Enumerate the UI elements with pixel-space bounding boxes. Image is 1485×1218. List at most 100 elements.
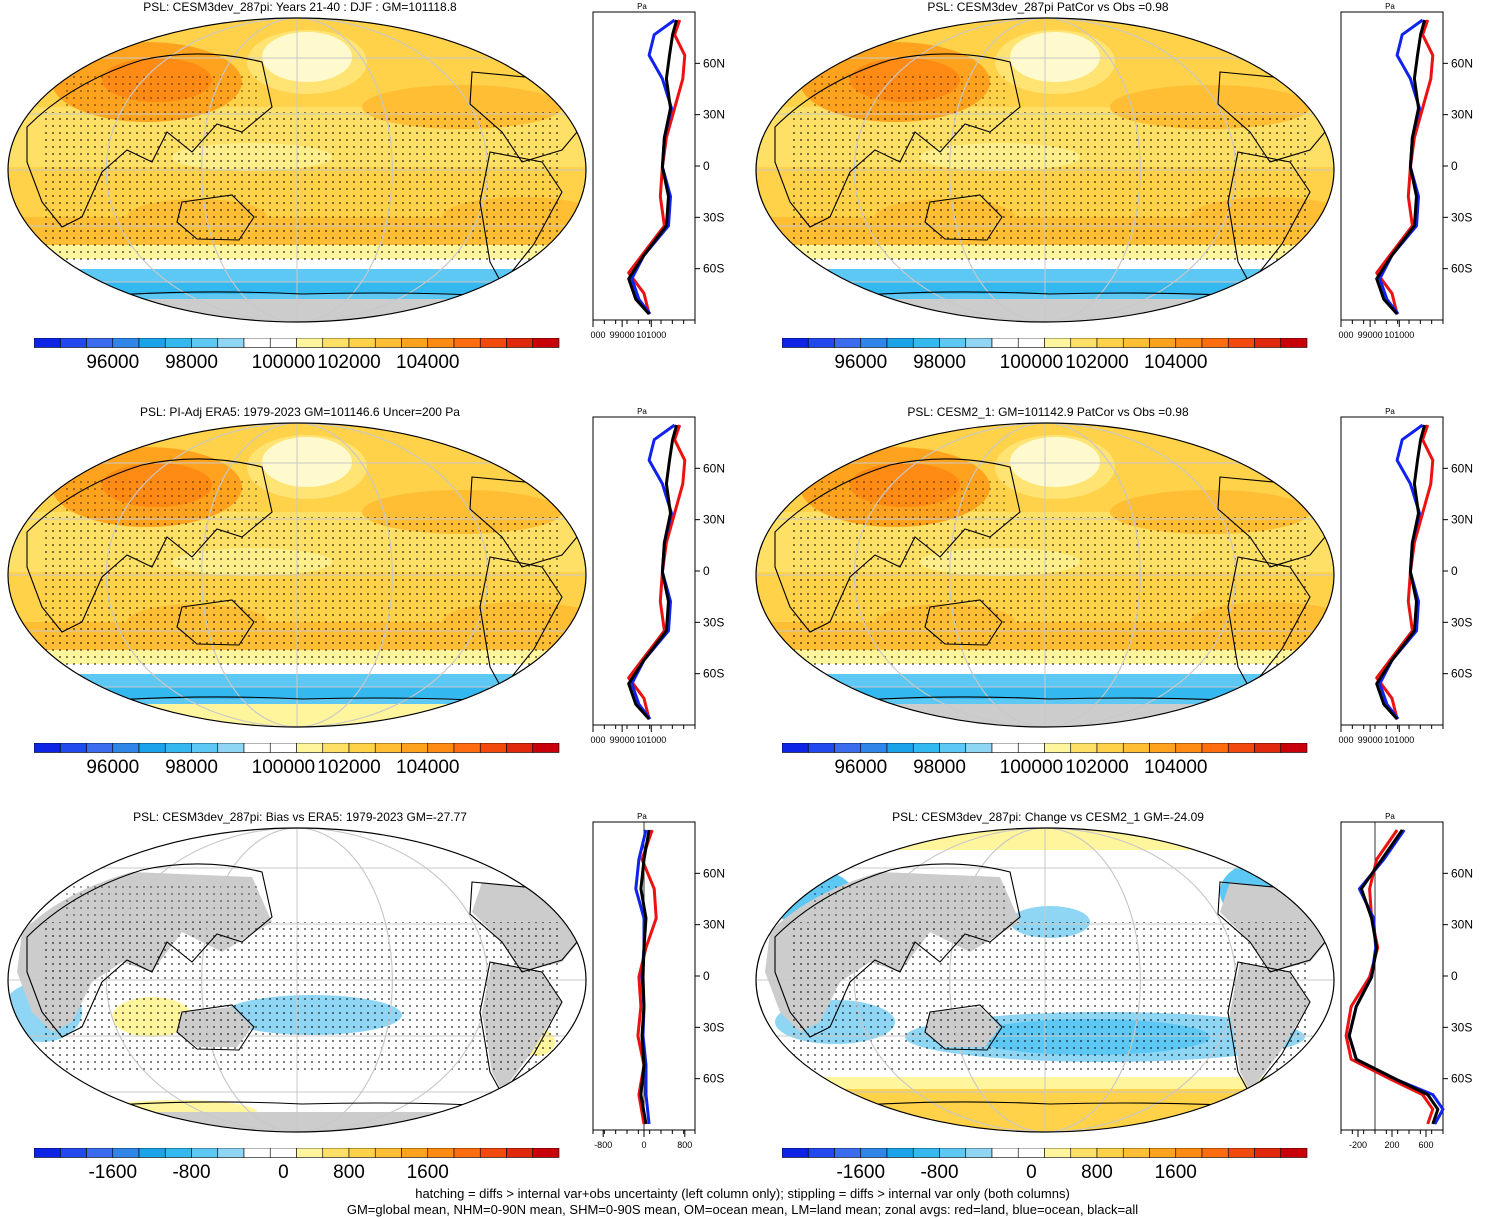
colorbar-swatch [1017,338,1045,348]
colorbar-tick-label: 96000 [86,352,140,373]
zonal-x-tick: 101000 [1384,330,1414,340]
colorbar-tick-label: -1600 [88,1162,138,1183]
colorbar-swatch [164,1148,192,1158]
colorbar [782,338,1308,348]
zonal-x-tick: 800 [677,1140,692,1150]
colorbar-swatch [217,743,245,753]
zonal-lat-tick: 60N [1451,56,1473,70]
zonal-x-tick: 99000 [610,330,635,340]
colorbar-swatch [59,1148,87,1158]
colorbar-swatch [532,743,560,753]
colorbar-swatch [1044,1148,1072,1158]
map-field [756,423,1334,727]
colorbar [34,338,560,348]
zonal-x-tick: 99000 [1358,735,1383,745]
zonal-lat-tick: 60S [703,1072,724,1086]
zonal-lat-tick: 60N [1451,461,1473,475]
map-plot [755,827,1335,1133]
colorbar-swatch [912,1148,940,1158]
zonal-x-tick: 0 [641,1140,646,1150]
colorbar-swatch [86,338,114,348]
colorbar-swatch [479,1148,507,1158]
zonal-lat-tick: 0 [1451,159,1458,173]
colorbar-labels: 96000 98000 100000 102000 104000 [782,757,1308,781]
colorbar-swatch [1044,743,1072,753]
colorbar-swatch [296,338,324,348]
panel-title: PSL: CESM3dev_287pi: Change vs CESM2_1 G… [892,810,1204,824]
colorbar-swatch [138,338,166,348]
colorbar-swatch [191,743,219,753]
colorbar-labels: 96000 98000 100000 102000 104000 [782,352,1308,376]
colorbar-swatch [991,1148,1019,1158]
colorbar-tick-label: 96000 [86,757,140,778]
colorbar [34,743,560,753]
colorbar-swatch [886,338,914,348]
colorbar-swatch [191,1148,219,1158]
colorbar-swatch [965,743,993,753]
map-field [8,423,586,727]
colorbar-swatch [374,1148,402,1158]
zonal-lat-tick: 0 [703,564,710,578]
colorbar-tick-label: 96000 [834,757,888,778]
zonal-lat-tick: 60S [1451,1072,1472,1086]
colorbar-swatch [782,338,809,348]
zonal-land-curve [1344,829,1435,1125]
zonal-x-tick: 101000 [1384,735,1414,745]
zonal-lat-tick: 60S [703,667,724,681]
colorbar-swatch [427,1148,455,1158]
colorbar-swatch [348,338,376,348]
colorbar-swatch [886,743,914,753]
colorbar-swatch [401,338,429,348]
colorbar-swatch [912,338,940,348]
colorbar-swatch [322,743,350,753]
zonal-lat-tick: 30N [1451,918,1473,932]
colorbar-swatch [939,743,967,753]
colorbar-swatch [912,743,940,753]
zonal-all-curve [627,424,679,721]
colorbar-swatch [322,338,350,348]
zonal-lat-tick: 30S [703,615,724,629]
colorbar-swatch [138,1148,166,1158]
colorbar-labels: 96000 98000 100000 102000 104000 [34,757,560,781]
colorbar-labels: 96000 98000 100000 102000 104000 [34,352,560,376]
colorbar-swatch [453,338,481,348]
colorbar-swatch [164,743,192,753]
colorbar-tick-label: -1600 [836,1162,886,1183]
zonal-x-tick: -800 [594,1140,612,1150]
zonal-lat-tick: 30N [703,918,725,932]
colorbar-swatch [453,743,481,753]
colorbar-swatch [1175,743,1203,753]
panel-title: PSL: CESM3dev_287pi PatCor vs Obs =0.98 [927,0,1169,14]
colorbar-swatch [1201,1148,1229,1158]
colorbar-swatch [1227,1148,1255,1158]
colorbar-swatch [1044,338,1072,348]
zonal-unit-label: Pa [1385,2,1395,11]
zonal-lat-tick: 30S [1451,615,1472,629]
zonal-unit-label: Pa [637,407,647,416]
colorbar-tick-label: 100000 [251,352,316,373]
colorbar-swatch [506,743,534,753]
colorbar-swatch [1254,743,1282,753]
colorbar-swatch [269,1148,297,1158]
colorbar-swatch [807,1148,835,1158]
colorbar-tick-label: 102000 [1065,757,1129,778]
colorbar-swatch [1227,743,1255,753]
map-field [8,828,586,1132]
colorbar-swatch [1122,743,1150,753]
colorbar-swatch [453,1148,481,1158]
map-plot [7,422,587,728]
colorbar-swatch [1280,338,1308,348]
footnote-line-1: hatching = diffs > internal var+obs unce… [415,1186,1070,1201]
colorbar-tick-label: 102000 [317,757,381,778]
zonal-x-tick: 101000 [636,735,666,745]
colorbar-swatch [427,338,455,348]
colorbar-swatch [34,743,61,753]
colorbar-swatch [532,1148,560,1158]
zonal-lat-tick: 30S [703,210,724,224]
colorbar-swatch [834,338,862,348]
colorbar-swatch [939,338,967,348]
colorbar-swatch [834,743,862,753]
colorbar-swatch [243,338,271,348]
colorbar-tick-label: -800 [172,1162,211,1183]
